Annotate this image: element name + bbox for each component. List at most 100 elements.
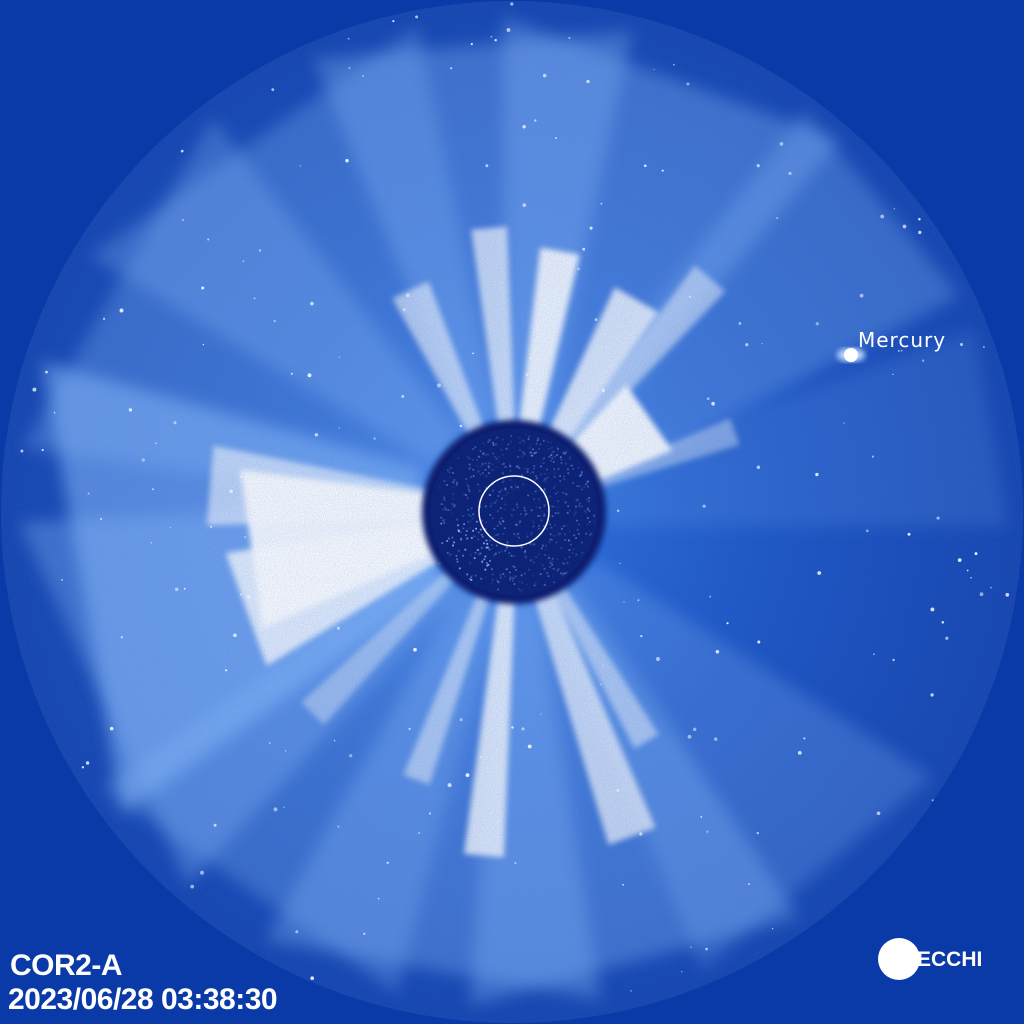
star xyxy=(859,293,864,298)
star xyxy=(525,373,529,376)
star xyxy=(843,422,845,424)
logo-disc-icon xyxy=(878,938,920,980)
star xyxy=(871,455,875,458)
star xyxy=(271,88,275,91)
star xyxy=(711,401,715,406)
occulter-speckle xyxy=(494,443,497,446)
occulter-speckle xyxy=(563,525,565,528)
occulter-speckle xyxy=(488,548,491,551)
occulter-speckle xyxy=(491,573,494,576)
star xyxy=(690,946,692,948)
star xyxy=(180,149,184,153)
occulter-speckle xyxy=(568,530,571,533)
star xyxy=(307,373,312,378)
occulter-speckle xyxy=(527,468,529,471)
occulter-speckle xyxy=(480,533,483,536)
occulter-speckle xyxy=(551,564,553,566)
occulter-speckle xyxy=(562,451,565,454)
star xyxy=(201,286,205,290)
occulter-speckle xyxy=(544,477,546,480)
star xyxy=(918,230,922,235)
star xyxy=(169,527,172,529)
star xyxy=(402,308,406,312)
occulter-speckle xyxy=(502,573,505,575)
occulter-speckle xyxy=(557,568,560,570)
occulter-speckle xyxy=(472,516,475,519)
occulter-speckle xyxy=(457,530,460,533)
star xyxy=(898,350,900,352)
occulter-speckle xyxy=(455,483,458,486)
occulter-speckle xyxy=(446,519,448,521)
star xyxy=(373,437,376,440)
star xyxy=(993,726,998,731)
occulter-speckle xyxy=(485,546,488,549)
occulter-speckle xyxy=(533,498,535,501)
occulter-speckle xyxy=(575,499,578,502)
occulter-speckle xyxy=(525,433,527,436)
occulter-speckle xyxy=(518,522,521,524)
occulter-speckle xyxy=(485,576,487,578)
occulter-speckle xyxy=(540,465,542,468)
star xyxy=(706,397,710,401)
occulter-speckle xyxy=(516,524,518,526)
occulter-speckle xyxy=(486,564,489,567)
occulter-speckle xyxy=(520,589,523,592)
occulter-speckle xyxy=(565,462,567,465)
secchi-logo: SECCHI xyxy=(878,938,998,982)
occulter-speckle xyxy=(501,550,503,553)
occulter-speckle xyxy=(470,520,472,523)
star xyxy=(290,372,293,375)
occulter-speckle xyxy=(470,551,473,553)
star xyxy=(237,10,240,14)
star xyxy=(253,297,256,300)
occulter-speckle xyxy=(543,584,546,586)
occulter-speckle xyxy=(451,512,453,515)
occulter-speckle xyxy=(462,527,465,530)
star xyxy=(983,346,985,348)
occulter-speckle xyxy=(514,555,516,557)
occulter-speckle xyxy=(463,470,465,472)
occulter-speckle xyxy=(474,446,477,449)
occulter-speckle xyxy=(450,509,452,512)
occulter-speckle xyxy=(515,569,517,571)
occulter-speckle xyxy=(526,512,529,515)
occulter-speckle xyxy=(503,527,506,530)
occulter-speckle xyxy=(495,457,498,460)
occulter-speckle xyxy=(482,453,485,456)
star xyxy=(760,49,764,53)
occulter-speckle xyxy=(549,495,552,498)
occulter-speckle xyxy=(499,576,502,579)
star xyxy=(269,742,271,744)
occulter-speckle xyxy=(533,467,535,470)
star xyxy=(336,626,341,630)
occulter-speckle xyxy=(488,472,490,475)
occulter-speckle xyxy=(533,584,536,587)
occulter-speckle xyxy=(513,555,515,558)
star xyxy=(485,164,489,168)
occulter-speckle xyxy=(456,558,458,561)
occulter-speckle xyxy=(453,479,456,481)
occulter-speckle xyxy=(530,531,533,534)
occulter-speckle xyxy=(472,529,474,532)
star xyxy=(164,28,169,32)
star xyxy=(815,322,819,326)
occulter-speckle xyxy=(463,493,466,496)
occulter-speckle xyxy=(498,538,500,540)
occulter-speckle xyxy=(471,574,473,577)
occulter-speckle xyxy=(474,551,477,554)
occulter-speckle xyxy=(557,491,559,493)
star xyxy=(41,449,44,452)
star xyxy=(542,73,547,78)
star xyxy=(639,832,643,836)
star xyxy=(229,489,233,494)
occulter-speckle xyxy=(481,463,484,465)
occulter-speckle xyxy=(493,527,496,530)
star xyxy=(889,164,892,168)
occulter-speckle xyxy=(458,550,460,552)
occulter-speckle xyxy=(586,480,589,483)
occulter-speckle xyxy=(503,508,506,511)
star xyxy=(494,39,497,42)
star xyxy=(437,383,441,388)
star xyxy=(931,799,934,802)
